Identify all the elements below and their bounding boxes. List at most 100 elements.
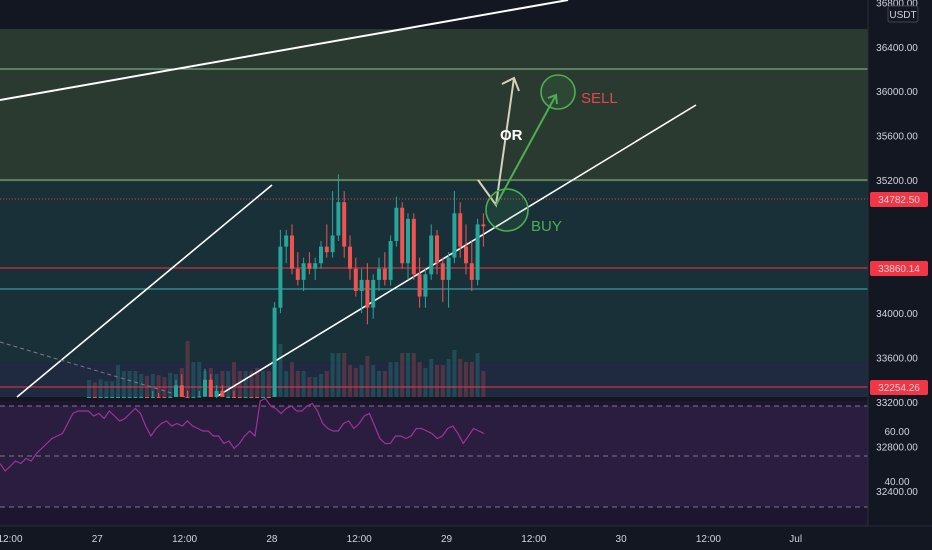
candle-body — [382, 268, 387, 280]
candle-body — [458, 213, 463, 247]
candle-body — [278, 246, 283, 308]
candle-body — [319, 246, 323, 264]
candle-body — [406, 218, 410, 264]
time-tick-label: 12:00 — [172, 534, 197, 545]
candle-body — [226, 397, 231, 398]
price-tick-label: 36800.00 — [876, 0, 918, 9]
currency-badge[interactable]: USDT — [887, 5, 919, 23]
candle-body — [272, 307, 277, 397]
candle-body — [324, 246, 329, 253]
volume-bar — [150, 374, 155, 397]
volume-bar — [290, 362, 294, 397]
volume-bar — [377, 371, 381, 397]
volume-bar — [382, 371, 387, 397]
volume-bar — [110, 381, 115, 397]
volume-bar — [411, 353, 416, 397]
candle-body — [139, 397, 144, 398]
volume-bar — [388, 362, 393, 397]
candle-body — [197, 396, 202, 398]
volume-bar — [371, 365, 376, 397]
volume-bar — [429, 359, 434, 397]
candle-body — [295, 268, 300, 280]
channel-upper-line — [16, 184, 273, 398]
candle-body — [162, 397, 167, 398]
candle-body — [429, 235, 434, 275]
volume-bar — [295, 371, 300, 397]
price-label-support-upper-text: 33860.14 — [878, 264, 920, 275]
volume-bar — [121, 371, 126, 397]
horizontal-levels — [0, 68, 868, 388]
price-label-support-lower: 32254.26 — [870, 380, 928, 395]
volume-bar — [336, 353, 341, 397]
volume-bar — [116, 365, 120, 397]
candle-body — [98, 397, 103, 398]
volume-bar — [452, 350, 457, 397]
candle-body — [243, 397, 248, 398]
time-tick-label: 29 — [441, 534, 453, 545]
volume-bar — [319, 374, 323, 397]
volume-bar — [232, 362, 236, 397]
candle-body — [232, 397, 236, 398]
price-tick-label: 34000.00 — [876, 309, 918, 320]
candle-body — [417, 274, 422, 297]
candle-body — [307, 263, 312, 269]
candle-body — [266, 397, 271, 398]
candle-body — [191, 397, 196, 398]
volume-bar — [92, 382, 97, 397]
volume-bar — [197, 362, 202, 397]
volume-bar — [400, 353, 405, 397]
time-tick-label: 30 — [616, 534, 628, 545]
candle-body — [127, 397, 132, 398]
support-resistance-zones — [0, 29, 868, 397]
volume-bar — [237, 371, 242, 397]
volume-bar — [266, 371, 271, 397]
candle-body — [121, 397, 126, 398]
volume-bar — [359, 365, 364, 397]
volume-bar — [394, 362, 399, 397]
volume-bar — [406, 353, 410, 397]
price-tick-label: 36400.00 — [876, 43, 918, 54]
volume-bar — [435, 365, 439, 397]
price-tick-label: 36000.00 — [876, 87, 918, 98]
price-tick-label: 35600.00 — [876, 132, 918, 143]
candle-body — [249, 397, 254, 398]
rsi-line — [0, 397, 485, 472]
trade-annotations[interactable]: OR SELL BUY — [477, 74, 618, 235]
volume-bar — [464, 362, 468, 397]
candle-body — [359, 279, 364, 291]
candle-body — [440, 263, 445, 280]
candle-body — [237, 397, 242, 398]
candle-body — [290, 235, 294, 269]
volume-bar — [156, 375, 161, 397]
candlestick-series — [87, 174, 486, 398]
volume-bar — [446, 359, 451, 397]
zone-1 — [0, 182, 868, 363]
or-label: OR — [500, 127, 523, 144]
sell-circle — [540, 74, 576, 110]
volume-bar — [301, 371, 306, 397]
price-label-last-text: 34782.50 — [878, 195, 920, 206]
volume-bar — [249, 371, 254, 397]
candle-body — [446, 257, 451, 280]
volume-bar — [348, 365, 352, 397]
volume-bar — [342, 353, 347, 397]
candle-body — [92, 397, 97, 398]
price-tick-label: 33200.00 — [876, 398, 918, 409]
zone-2 — [0, 362, 868, 397]
time-tick-label: 27 — [92, 534, 104, 545]
candle-body — [116, 397, 120, 398]
candle-body — [371, 279, 376, 308]
rsi-axis: 60.00 40.00 — [884, 427, 909, 488]
volume-bar — [98, 379, 103, 397]
time-axis[interactable]: 12:00 27 12:00 28 12:00 29 12:00 30 12:00 Jul — [0, 525, 932, 550]
candle-body — [342, 202, 347, 247]
zone-0 — [0, 29, 868, 183]
volume-bar — [139, 374, 144, 397]
candle-body — [214, 390, 219, 397]
candle-body — [87, 397, 91, 398]
time-tick-label: 12:00 — [696, 534, 721, 545]
volume-bar — [191, 362, 196, 397]
price-tick-label: 35200.00 — [876, 176, 918, 187]
candle-body — [156, 397, 161, 398]
